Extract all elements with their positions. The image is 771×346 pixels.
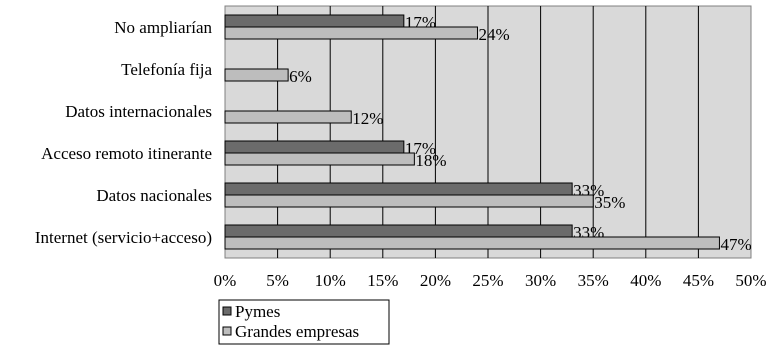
value-label-grandes-empresas-datos-nacionales: 35% <box>594 193 625 212</box>
value-label-grandes-empresas-telefonia-fija: 6% <box>289 67 312 86</box>
bar-pymes-acceso-remoto-itinerante <box>224 140 405 154</box>
x-tick-label-40: 40% <box>630 271 661 290</box>
category-label-acceso-remoto-itinerante: Acceso remoto itinerante <box>41 144 212 163</box>
bar-grandes-empresas-datos-nacionales <box>224 194 594 208</box>
x-tick-label-5: 5% <box>266 271 289 290</box>
value-label-grandes-empresas-acceso-remoto-itinerante: 18% <box>415 151 446 170</box>
bar-grandes-empresas-telefonia-fija <box>224 68 289 82</box>
plot-area: 17%24%6%12%17%18%33%35%33%47% <box>224 5 752 259</box>
legend-box <box>218 299 390 345</box>
bar-pymes-datos-nacionales <box>224 182 573 196</box>
bar-pymes-internet-servicio-acceso <box>224 224 573 238</box>
x-tick-label-10: 10% <box>315 271 346 290</box>
x-tick-label-30: 30% <box>525 271 556 290</box>
legend-swatch-pymes <box>222 306 232 316</box>
bar-grandes-empresas-acceso-remoto-itinerante <box>224 152 415 166</box>
category-label-datos-nacionales: Datos nacionales <box>96 186 212 205</box>
x-tick-label-50: 50% <box>735 271 766 290</box>
value-label-grandes-empresas-no-ampliarian: 24% <box>478 25 509 44</box>
value-label-grandes-empresas-datos-internacionales: 12% <box>352 109 383 128</box>
x-tick-label-25: 25% <box>472 271 503 290</box>
bar-grandes-empresas-no-ampliarian <box>224 26 478 40</box>
x-tick-label-45: 45% <box>683 271 714 290</box>
category-label-internet-servicio-acceso: Internet (servicio+acceso) <box>35 228 212 247</box>
x-tick-label-20: 20% <box>420 271 451 290</box>
x-axis-ticks: 0% 5% 10% 15% 20% 25% 30% 35% 40% 45% 50% <box>214 271 767 290</box>
category-label-telefonia-fija: Telefonía fija <box>121 60 212 79</box>
bar-pymes-no-ampliarian <box>224 14 405 28</box>
x-tick-label-0: 0% <box>214 271 237 290</box>
category-label-datos-internacionales: Datos internacionales <box>65 102 212 121</box>
bar-grandes-empresas-internet-servicio-acceso <box>224 236 720 250</box>
value-label-grandes-empresas-internet-servicio-acceso: 47% <box>720 235 751 254</box>
category-labels: No ampliarían Telefonía fija Datos interna… <box>35 18 213 247</box>
legend-label-pymes: Pymes <box>235 302 280 321</box>
bar-grandes-empresas-datos-internacionales <box>224 110 352 124</box>
legend-swatch-grandes-empresas <box>222 326 232 336</box>
category-label-no-ampliarian: No ampliarían <box>114 18 212 37</box>
legend-label-grandes-empresas: Grandes empresas <box>235 322 359 341</box>
x-tick-label-15: 15% <box>367 271 398 290</box>
x-tick-label-35: 35% <box>578 271 609 290</box>
